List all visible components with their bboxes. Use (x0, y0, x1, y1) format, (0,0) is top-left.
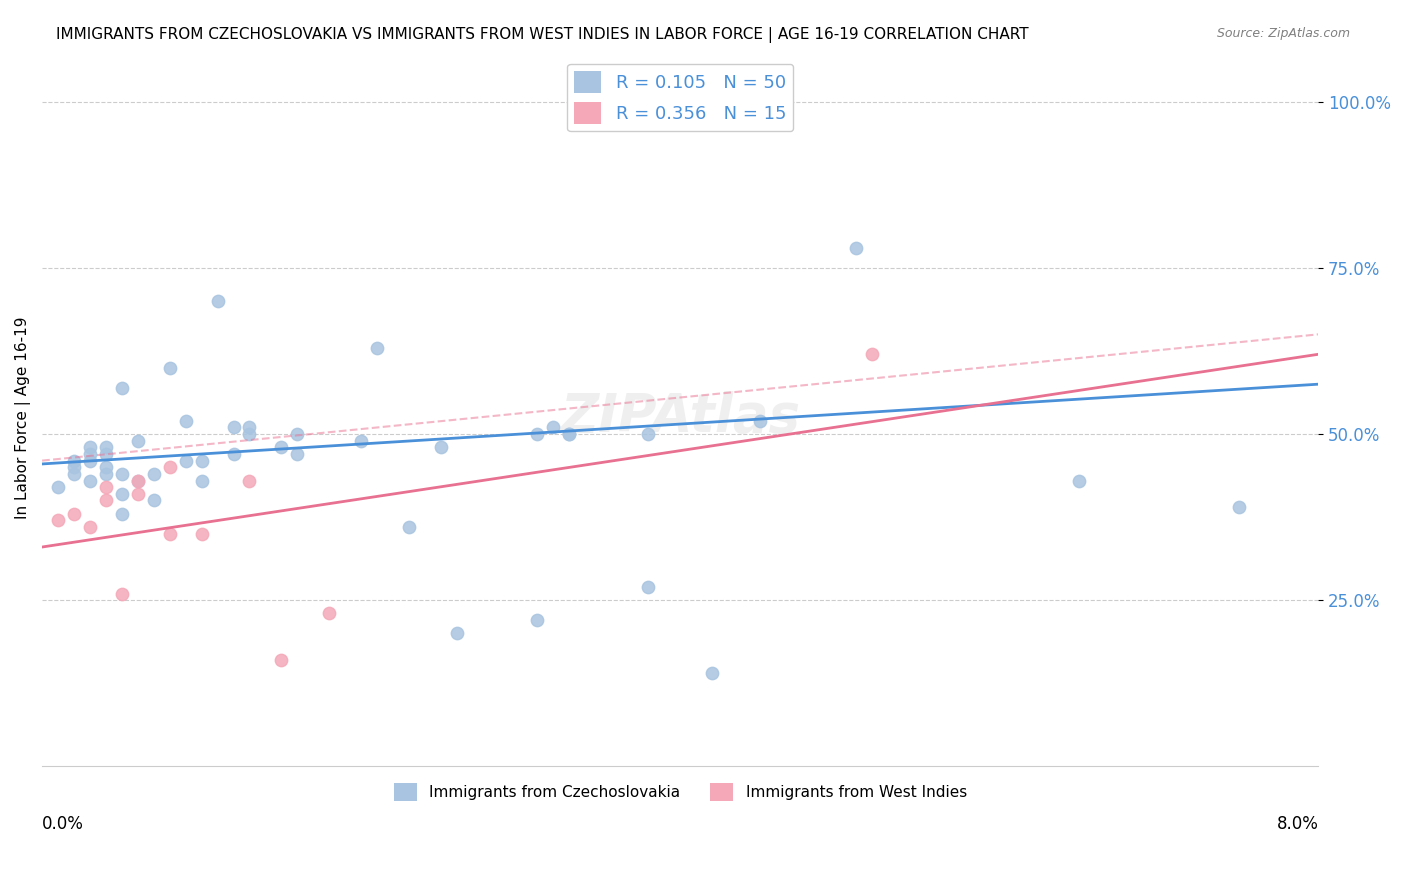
Point (79, 520, 101, 534)
Legend: Immigrants from Czechoslovakia, Immigrants from West Indies: Immigrants from Czechoslovakia, Immigran… (388, 777, 973, 807)
Point (207, 294, 229, 309)
Point (94, 447, 117, 461)
Point (127, 487, 149, 501)
Point (111, 487, 134, 501)
Point (270, 440, 292, 454)
Point (238, 427, 260, 442)
Point (238, 420, 260, 434)
Point (159, 460, 181, 475)
Point (860, 347, 883, 361)
Point (159, 526, 181, 541)
Point (1067, 474, 1090, 488)
Point (318, 607, 340, 621)
Point (94, 460, 117, 475)
Point (430, 440, 453, 454)
Point (749, 414, 772, 428)
Point (526, 613, 548, 627)
Point (700, 666, 723, 681)
Point (111, 586, 134, 600)
Point (557, 427, 579, 442)
Point (127, 434, 149, 448)
Point (270, 653, 292, 667)
Point (63, 453, 86, 467)
Point (111, 507, 134, 521)
Point (46, 480, 69, 494)
Point (63, 507, 86, 521)
Point (174, 453, 197, 467)
Point (190, 453, 212, 467)
Point (142, 467, 165, 481)
Point (222, 420, 245, 434)
Point (541, 420, 564, 434)
Point (127, 474, 149, 488)
Point (63, 460, 86, 475)
Point (637, 580, 659, 594)
Y-axis label: In Labor Force | Age 16-19: In Labor Force | Age 16-19 (15, 316, 31, 518)
Point (285, 427, 308, 442)
Text: ZIPAtlas: ZIPAtlas (560, 392, 800, 443)
Text: Source: ZipAtlas.com: Source: ZipAtlas.com (1216, 27, 1350, 40)
Point (1227, 500, 1250, 515)
Point (190, 474, 212, 488)
Point (79, 453, 101, 467)
Point (190, 526, 212, 541)
Point (285, 447, 308, 461)
Point (366, 341, 388, 355)
Point (111, 467, 134, 481)
Point (446, 626, 468, 640)
Point (238, 474, 260, 488)
Point (94, 493, 117, 508)
Point (79, 447, 101, 461)
Point (174, 414, 197, 428)
Point (557, 427, 579, 442)
Point (127, 474, 149, 488)
Point (222, 447, 245, 461)
Text: 8.0%: 8.0% (1277, 815, 1319, 833)
Text: 0.0%: 0.0% (42, 815, 84, 833)
Point (350, 434, 373, 448)
Point (159, 360, 181, 375)
Point (845, 241, 868, 255)
Point (46, 513, 69, 527)
Point (79, 474, 101, 488)
Point (526, 427, 548, 442)
Point (637, 427, 659, 442)
Point (142, 493, 165, 508)
Point (79, 440, 101, 454)
Point (111, 380, 134, 394)
Point (94, 467, 117, 481)
Text: IMMIGRANTS FROM CZECHOSLOVAKIA VS IMMIGRANTS FROM WEST INDIES IN LABOR FORCE | A: IMMIGRANTS FROM CZECHOSLOVAKIA VS IMMIGR… (56, 27, 1029, 43)
Point (94, 440, 117, 454)
Point (398, 520, 420, 534)
Point (94, 480, 117, 494)
Point (63, 467, 86, 481)
